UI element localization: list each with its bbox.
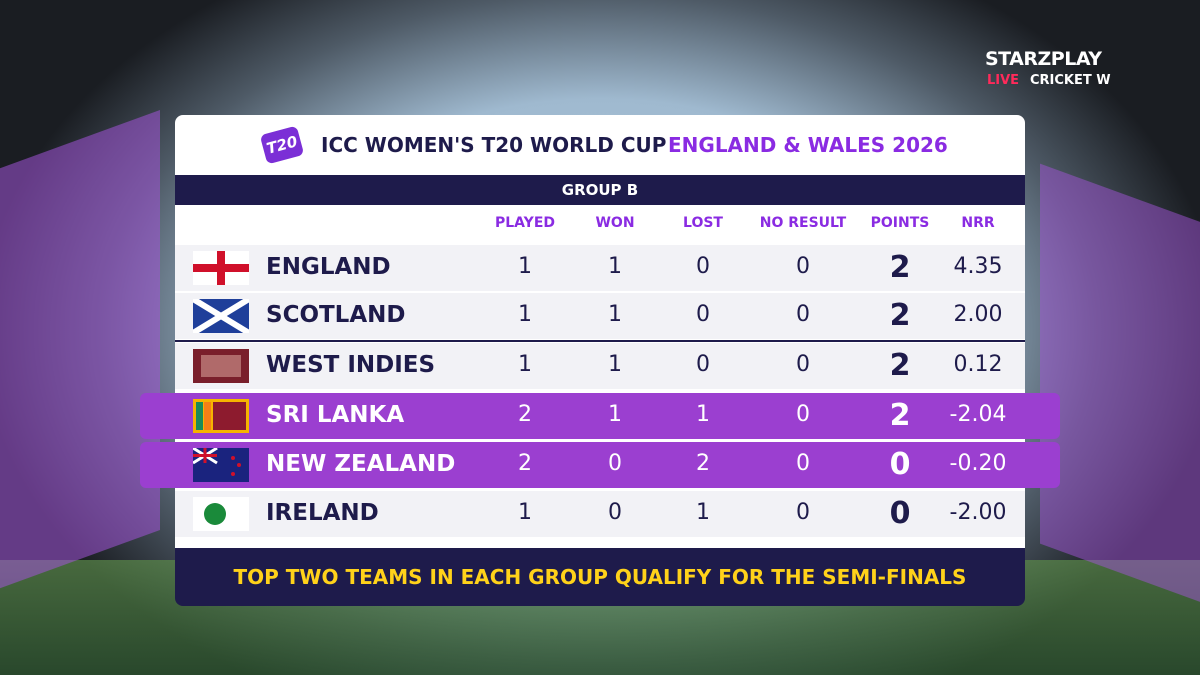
event-title: ICC WOMEN'S T20 WORLD CUP [321,133,667,157]
stat: 0 [608,451,622,476]
column-header: NRR [961,215,995,231]
stat: 2 [518,402,532,427]
highlight-row [140,393,1060,439]
column-header: POINTS [870,215,930,231]
live-badge: LIVE [987,73,1020,88]
team-name: WEST INDIES [266,352,436,378]
flag-icon [193,399,249,433]
team-name: NEW ZEALAND [266,451,456,477]
column-header: NO RESULT [759,215,847,231]
stat: 0 [796,254,810,279]
broadcaster-name: STARZPLAY [985,48,1102,70]
team-name: SRI LANKA [266,402,405,428]
points: 2 [889,250,911,285]
stat: 0 [696,352,710,377]
stat: 2 [518,451,532,476]
stat: 0 [796,352,810,377]
footer-note: TOP TWO TEAMS IN EACH GROUP QUALIFY FOR … [233,565,967,589]
stat: 0 [796,302,810,327]
event-logo: T20 [259,125,305,165]
team-flag [193,497,249,531]
divider [175,340,1025,342]
stat: 1 [518,254,532,279]
stat: 1 [696,402,710,427]
row [175,491,1025,537]
stat: 1 [696,500,710,525]
stat: 0 [796,402,810,427]
footer-band: TOP TWO TEAMS IN EACH GROUP QUALIFY FOR … [175,548,1025,606]
channel-name: CRICKET W [1030,73,1111,88]
decor-left [0,109,160,611]
points: 2 [889,398,911,433]
stat: 4.35 [953,254,1003,279]
team-flag [193,251,249,285]
decor-right [1040,163,1200,617]
stat: 1 [608,254,622,279]
stat: 2 [696,451,710,476]
stat: 0 [608,500,622,525]
flag-icon [193,349,249,383]
stat: 1 [608,302,622,327]
stat: 2.00 [953,302,1003,327]
highlight-row [140,442,1060,488]
flag-icon [193,497,249,531]
team-flag [192,446,249,482]
row [175,343,1025,389]
stat: -0.20 [949,451,1007,476]
points: 0 [889,496,911,531]
flag-icon [193,251,249,285]
stat: 0.12 [953,352,1003,377]
points: 2 [889,348,911,383]
stat: 0 [796,500,810,525]
column-header: WON [595,215,635,231]
stat: 1 [518,302,532,327]
stat: 0 [796,451,810,476]
stat: 1 [608,402,622,427]
team-flag [191,296,251,336]
flag-icon [192,446,249,482]
stat: 1 [518,500,532,525]
points: 2 [889,298,911,333]
stat: 1 [608,352,622,377]
team-flag [193,399,249,433]
row [175,293,1025,339]
flag-icon [191,296,251,336]
team-name: ENGLAND [266,254,391,280]
header-band: T20 ICC WOMEN'S T20 WORLD CUP ENGLAND & … [175,115,1025,175]
stat: -2.00 [949,500,1007,525]
group-name: GROUP B [561,181,639,199]
column-header: LOST [683,215,723,231]
event-subtitle: ENGLAND & WALES 2026 [668,133,948,157]
stat: -2.04 [949,402,1007,427]
points: 0 [889,447,911,482]
column-header: PLAYED [495,215,555,231]
row [175,245,1025,291]
stat: 0 [696,254,710,279]
stat: 1 [518,352,532,377]
team-name: SCOTLAND [266,302,406,328]
team-flag [193,349,249,383]
stat: 0 [696,302,710,327]
group-bar: GROUP B [175,175,1025,205]
team-name: IRELAND [266,500,379,526]
